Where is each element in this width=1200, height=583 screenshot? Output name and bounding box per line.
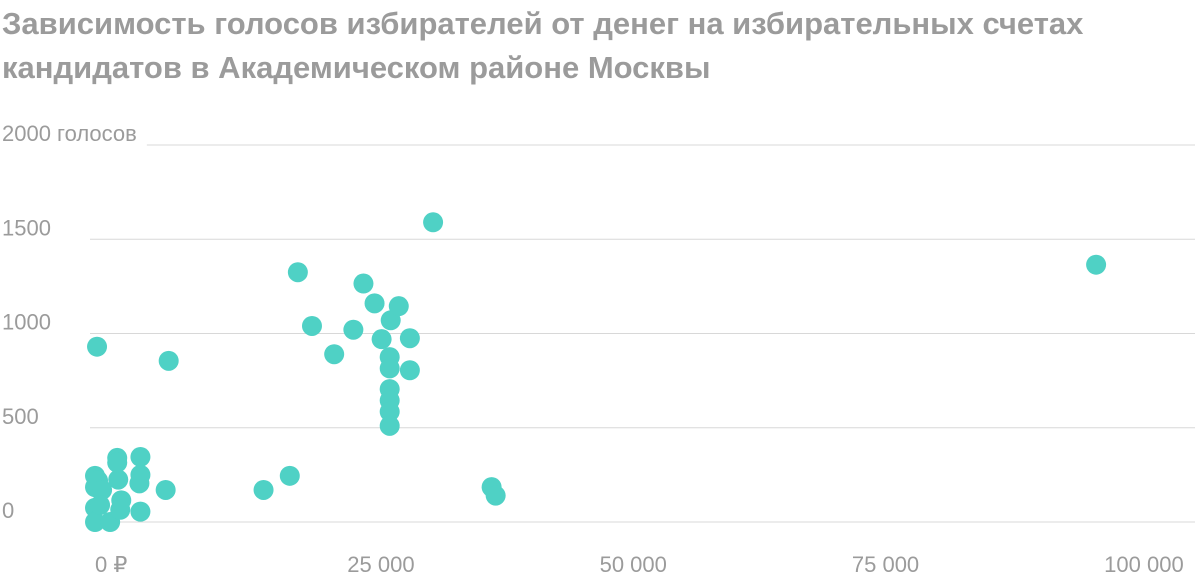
point <box>129 473 150 494</box>
point <box>364 293 385 314</box>
point <box>92 479 113 500</box>
point <box>324 344 345 365</box>
point <box>110 499 131 520</box>
y-tick-label: 2000 голосов <box>2 121 137 146</box>
point <box>155 479 176 500</box>
y-tick-label: 1000 <box>2 310 51 335</box>
point <box>301 315 322 336</box>
point <box>399 328 420 349</box>
x-tick-label: 25 000 <box>347 552 414 577</box>
y-tick-label: 500 <box>2 404 39 429</box>
point <box>87 336 108 357</box>
point <box>90 495 111 516</box>
point <box>423 212 444 233</box>
x-tick-label: 75 000 <box>852 552 919 577</box>
point <box>379 358 400 379</box>
x-tick-label: 100 000 <box>1104 552 1184 577</box>
point <box>388 296 409 317</box>
chart-title: Зависимость голосов избирателей от денег… <box>2 6 1084 85</box>
x-tick-label: 0 ₽ <box>95 552 127 577</box>
point <box>379 401 400 422</box>
y-tick-label: 0 <box>2 498 14 523</box>
point <box>107 452 128 473</box>
point <box>253 479 274 500</box>
point <box>399 360 420 381</box>
point <box>130 501 151 522</box>
point <box>108 469 129 490</box>
point <box>371 329 392 350</box>
point <box>279 465 300 486</box>
point <box>343 319 364 340</box>
point <box>158 350 179 371</box>
x-tick-label: 50 000 <box>600 552 667 577</box>
point <box>379 415 400 436</box>
point <box>287 262 308 283</box>
point <box>485 485 506 506</box>
y-tick-label: 1500 <box>2 215 51 240</box>
point <box>353 273 374 294</box>
point <box>130 446 151 467</box>
point <box>85 512 106 532</box>
point <box>1086 254 1107 275</box>
